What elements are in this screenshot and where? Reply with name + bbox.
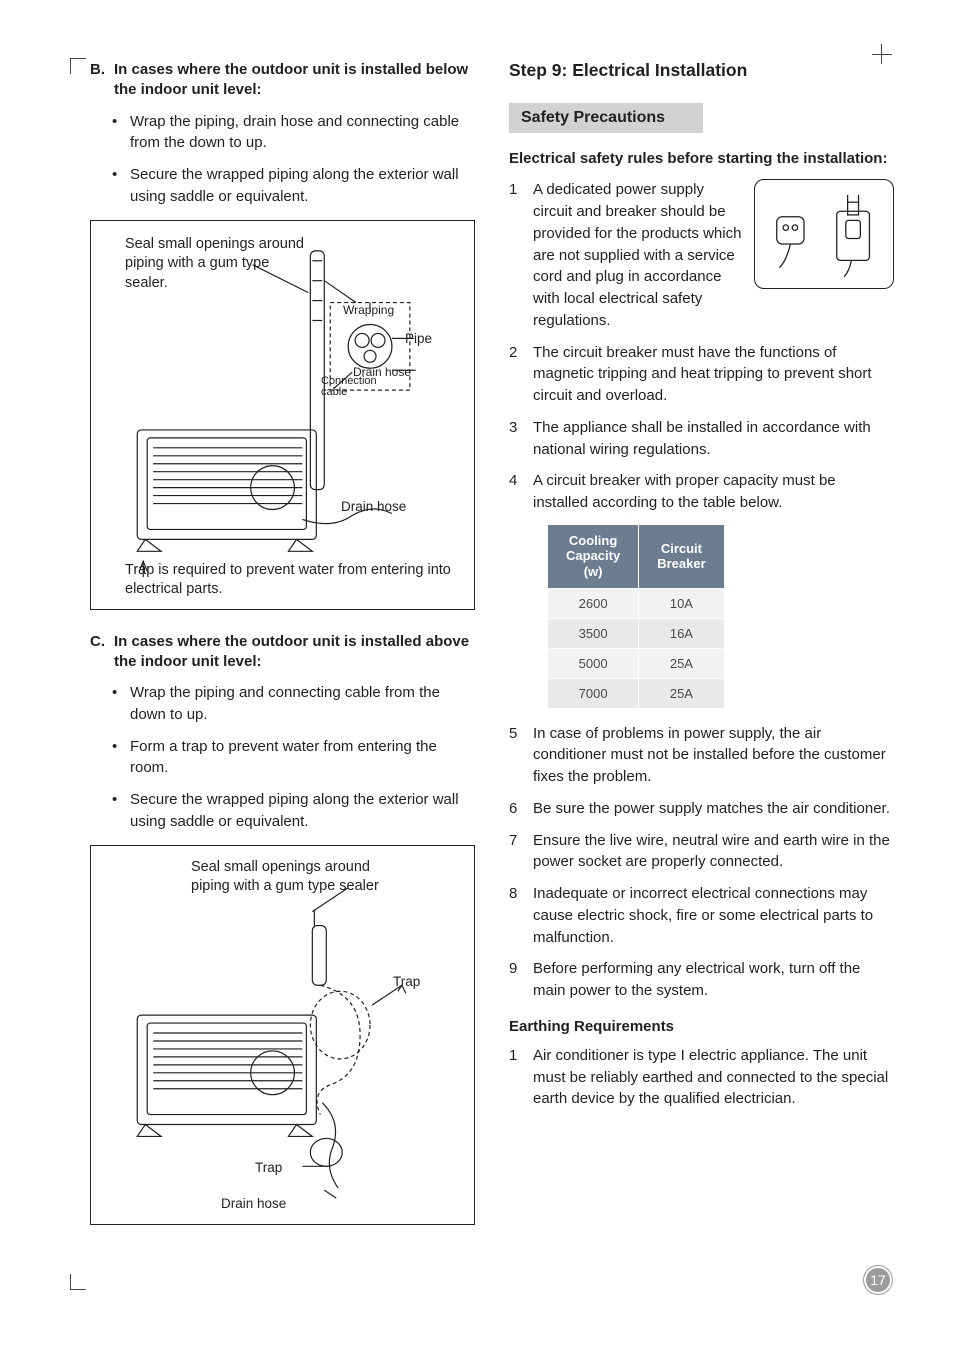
- list-item: The circuit breaker must have the functi…: [509, 342, 894, 407]
- circuit-breaker-table: CoolingCapacity(w) CircuitBreaker 260010…: [547, 524, 725, 709]
- list-item: Secure the wrapped piping along the exte…: [114, 164, 475, 208]
- section-b-bullets: Wrap the piping, drain hose and connecti…: [90, 111, 475, 208]
- list-item: Before performing any electrical work, t…: [509, 958, 894, 1002]
- earthing-list: Air conditioner is type I electric appli…: [509, 1045, 894, 1110]
- section-b-title-text: In cases where the outdoor unit is insta…: [114, 61, 468, 98]
- label-trap-bottom: Trap: [255, 1160, 282, 1175]
- page: B.In cases where the outdoor unit is ins…: [0, 0, 954, 1350]
- crop-mark-bottom-left: [70, 1274, 86, 1290]
- page-number-badge: 17: [864, 1266, 892, 1294]
- label-trap-top: Trap: [393, 974, 420, 989]
- crop-mark-top-right: [862, 44, 892, 74]
- table-row: 350016A: [548, 618, 725, 648]
- figure-b: Seal small openings around piping with a…: [90, 220, 475, 610]
- table-row: 700025A: [548, 678, 725, 708]
- list-item: Be sure the power supply matches the air…: [509, 798, 894, 820]
- list-item: Ensure the live wire, neutral wire and e…: [509, 830, 894, 874]
- table-cell: 25A: [639, 678, 724, 708]
- earthing-heading: Earthing Requirements: [509, 1018, 894, 1035]
- list-item: The appliance shall be installed in acco…: [509, 417, 894, 461]
- label-pipe: Pipe: [405, 331, 432, 346]
- list-item: Wrap the piping and connecting cable fro…: [114, 682, 475, 726]
- list-item: A dedicated power supply circuit and bre…: [509, 179, 894, 331]
- section-c-letter: C.: [90, 632, 114, 652]
- table-cell: 25A: [639, 648, 724, 678]
- table-cell: 5000: [548, 648, 639, 678]
- table-header: CoolingCapacity(w): [548, 524, 639, 588]
- list-item: Air conditioner is type I electric appli…: [509, 1045, 894, 1110]
- section-b-letter: B.: [90, 60, 114, 80]
- step-title: Step 9: Electrical Installation: [509, 60, 894, 81]
- label-drain-hose-bottom: Drain hose: [341, 499, 406, 514]
- label-connection-cable: Connection cable: [321, 376, 381, 399]
- list-item: Form a trap to prevent water from enteri…: [114, 736, 475, 780]
- figure-b-caption-bottom: Trap is required to prevent water from e…: [125, 561, 454, 599]
- rule-1-wrap: A dedicated power supply circuit and bre…: [533, 179, 894, 331]
- table-cell: 16A: [639, 618, 724, 648]
- list-item: Inadequate or incorrect electrical conne…: [509, 883, 894, 948]
- figure-b-illustration: Wrapping Pipe Drain hose Connection cabl…: [91, 221, 474, 609]
- crop-mark-top-left: [70, 58, 86, 74]
- list-item: A circuit breaker with proper capacity m…: [509, 470, 894, 514]
- table-header: CircuitBreaker: [639, 524, 724, 588]
- rule-1-text: A dedicated power supply circuit and bre…: [533, 179, 746, 331]
- figure-c: Seal small openings around piping with a…: [90, 845, 475, 1225]
- left-column: B.In cases where the outdoor unit is ins…: [90, 60, 475, 1247]
- right-column: Step 9: Electrical Installation Safety P…: [509, 60, 894, 1247]
- safety-rules-list-continued: In case of problems in power supply, the…: [509, 723, 894, 1002]
- list-item: Wrap the piping, drain hose and connecti…: [114, 111, 475, 155]
- two-column-layout: B.In cases where the outdoor unit is ins…: [90, 60, 894, 1247]
- th-text: CircuitBreaker: [657, 541, 705, 572]
- th-text: CoolingCapacity(w): [566, 533, 620, 579]
- section-c-bullets: Wrap the piping and connecting cable fro…: [90, 682, 475, 833]
- table-cell: 7000: [548, 678, 639, 708]
- breaker-illustration: [754, 179, 894, 289]
- figure-c-illustration: Trap Trap Drain hose: [91, 846, 474, 1224]
- safety-precautions-box: Safety Precautions: [509, 103, 703, 133]
- rules-intro: Electrical safety rules before starting …: [509, 149, 894, 169]
- label-wrapping: Wrapping: [343, 303, 394, 317]
- table-cell: 10A: [639, 588, 724, 618]
- list-item: In case of problems in power supply, the…: [509, 723, 894, 788]
- table-cell: 3500: [548, 618, 639, 648]
- table-row: 260010A: [548, 588, 725, 618]
- table-cell: 2600: [548, 588, 639, 618]
- section-b-heading: B.In cases where the outdoor unit is ins…: [90, 60, 475, 101]
- table-row: 500025A: [548, 648, 725, 678]
- label-drain-hose: Drain hose: [221, 1196, 286, 1211]
- table-header-row: CoolingCapacity(w) CircuitBreaker: [548, 524, 725, 588]
- section-c-heading: C.In cases where the outdoor unit is ins…: [90, 632, 475, 673]
- list-item: Secure the wrapped piping along the exte…: [114, 789, 475, 833]
- section-c-title-text: In cases where the outdoor unit is insta…: [114, 633, 469, 670]
- safety-rules-list: A dedicated power supply circuit and bre…: [509, 179, 894, 514]
